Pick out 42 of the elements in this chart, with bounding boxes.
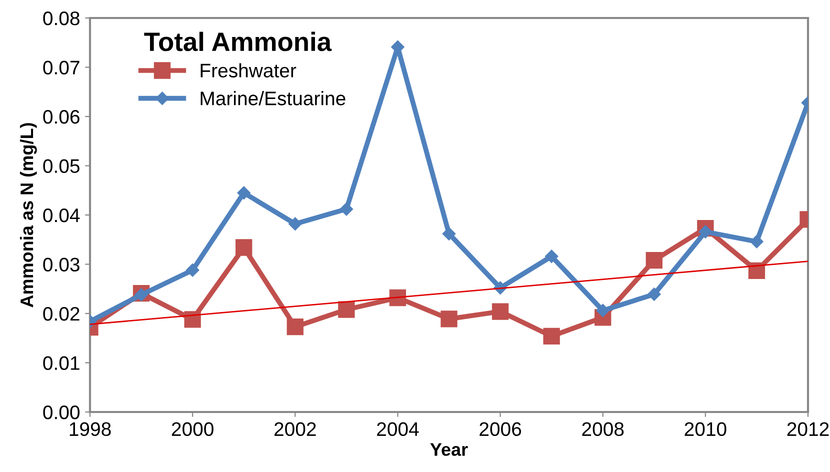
point: [389, 289, 406, 306]
point: [646, 252, 662, 269]
y-tick-label: 0.07: [43, 60, 80, 74]
point: [492, 303, 509, 320]
point: [286, 318, 304, 336]
point: [440, 310, 458, 328]
point: [184, 311, 201, 328]
point: [544, 250, 558, 263]
point: [648, 288, 661, 301]
point: [288, 217, 302, 230]
x-tick-label: 2004: [377, 422, 419, 436]
point: [236, 239, 252, 256]
point: [750, 235, 764, 248]
x-tick-label: 2008: [582, 422, 624, 436]
point: [186, 264, 200, 277]
point: [442, 227, 456, 240]
y-tick-label: 0.01: [43, 356, 80, 370]
point: [596, 304, 610, 318]
y-tick-label: 0.02: [43, 306, 80, 321]
y-tick-label: 0.08: [43, 11, 80, 26]
y-tick-label: 0.03: [43, 258, 80, 272]
point: [543, 328, 560, 344]
x-tick-label: 2000: [172, 422, 214, 436]
point: [698, 225, 712, 238]
y-axis-title: Ammonia as N (mg/L): [20, 123, 37, 308]
y-tick-label: 0.04: [43, 208, 80, 222]
x-tick-label: 2006: [480, 422, 522, 436]
point: [237, 186, 250, 200]
point: [338, 301, 355, 318]
chart-title: Total Ammonia: [144, 32, 332, 52]
x-tick-label: 1998: [70, 422, 111, 436]
point: [748, 262, 766, 279]
y-tick-label: 0.06: [43, 110, 80, 124]
x-tick-label: 2012: [787, 422, 829, 436]
y-tick-label: 0.05: [43, 159, 80, 173]
x-axis-title: Year: [430, 443, 468, 456]
y-tick-label: 0.00: [43, 405, 80, 420]
x-tick-label: 2002: [274, 422, 316, 436]
legend-label: Marine/Estuarine: [200, 91, 346, 106]
x-tick-label: 2010: [684, 422, 726, 436]
legend-label: Freshwater: [200, 63, 296, 78]
point: [340, 202, 354, 216]
